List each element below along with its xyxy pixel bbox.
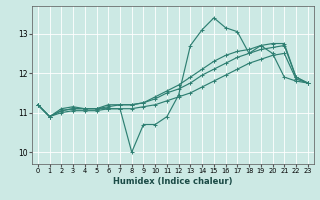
X-axis label: Humidex (Indice chaleur): Humidex (Indice chaleur)	[113, 177, 233, 186]
